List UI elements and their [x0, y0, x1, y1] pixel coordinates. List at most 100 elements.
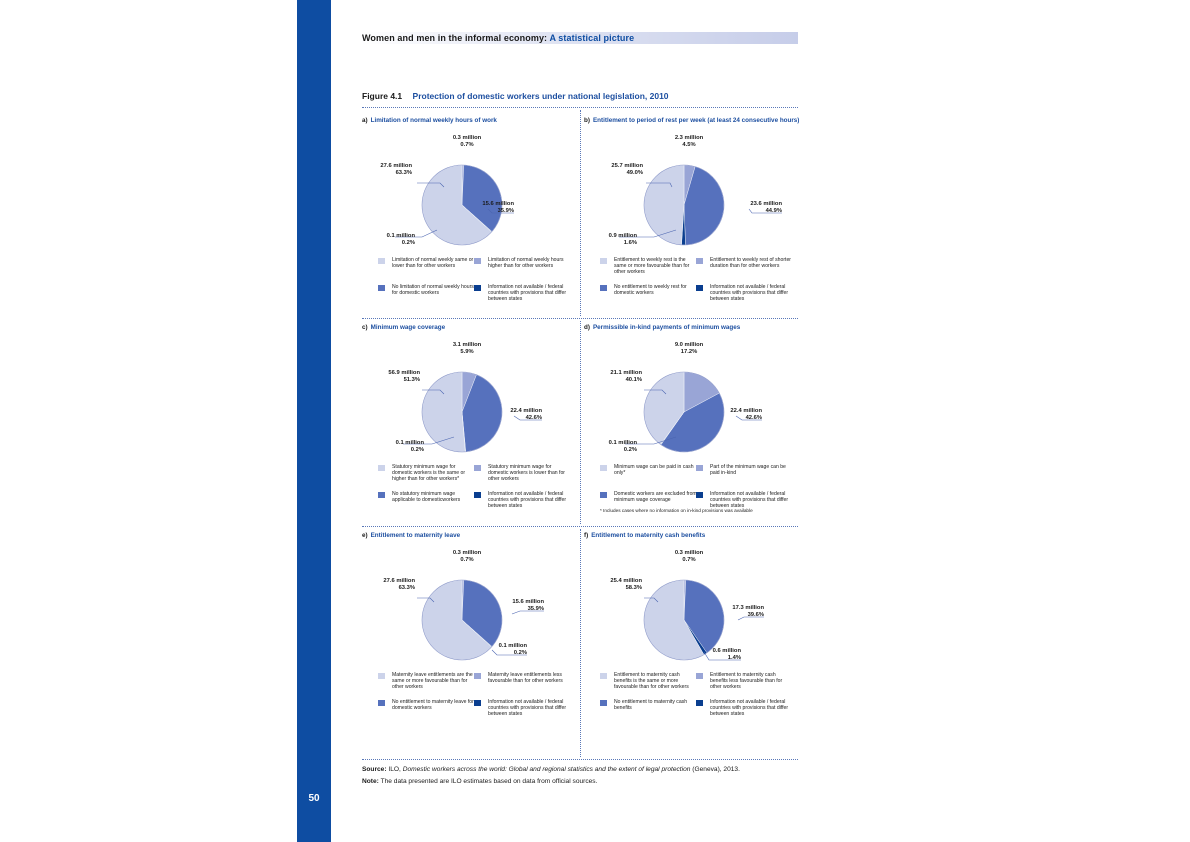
legend-label: Information not available / federal coun…	[488, 699, 567, 718]
note-text: The data presented are ILO estimates bas…	[380, 778, 598, 785]
legend-swatch	[696, 285, 703, 291]
leader-line	[737, 616, 764, 621]
data-label-percent: 17.2%	[681, 349, 697, 355]
data-label-amount: 15.6 million	[482, 201, 514, 207]
legend-swatch	[696, 700, 703, 706]
data-label-percent: 1.4%	[728, 655, 741, 661]
column-divider-2	[580, 321, 581, 524]
legend-label: Limitation of normal weekly same or lowe…	[392, 257, 474, 270]
legend-label: Entitlement to maternity cash benefits l…	[710, 672, 783, 691]
legend-swatch	[600, 700, 607, 706]
data-label-percent: 4.5%	[682, 142, 695, 148]
legend-label: Entitlement to weekly rest of shorter du…	[710, 257, 791, 270]
chart-title: c) Minimum wage coverage	[362, 324, 445, 331]
chart-panel-1: a) Limitation of normal weekly hours of w…	[362, 117, 580, 327]
data-label-percent: 5.9%	[460, 349, 473, 355]
note-line: Note: The data presented are ILO estimat…	[362, 778, 597, 785]
chart-title: d) Permissible in-kind payments of minimu…	[584, 324, 740, 331]
legend-label: No entitlement to maternity cash benefit…	[614, 699, 688, 712]
legend-label: No entitlement to weekly rest for domest…	[614, 284, 687, 297]
data-label-amount: 23.6 million	[750, 201, 782, 207]
separator-bottom	[362, 759, 798, 760]
data-label-percent: 0.7%	[682, 557, 695, 563]
column-divider-3	[580, 529, 581, 757]
data-label-percent: 35.9%	[498, 208, 514, 214]
chart-title-text: Entitlement to maternity cash benefits	[591, 532, 706, 539]
leader-line	[511, 610, 544, 615]
data-label-percent: 0.7%	[460, 557, 473, 563]
leader-line	[403, 436, 455, 445]
figure-title: Figure 4.1 Protection of domestic worker…	[362, 91, 669, 101]
chart-panel-2: b) Entitlement to period of rest per week…	[584, 117, 802, 327]
source-label: Source:	[362, 766, 387, 773]
data-label-amount: 22.4 million	[510, 408, 542, 414]
running-header: Women and men in the informal economy: A…	[362, 33, 634, 43]
data-label-percent: 0.2%	[624, 447, 637, 453]
chart-letter: e)	[362, 532, 368, 539]
chart-title: b) Entitlement to period of rest per week…	[584, 117, 799, 124]
chart-title: f) Entitlement to maternity cash benefits	[584, 532, 705, 539]
legend-swatch	[474, 700, 481, 706]
data-label-percent: 42.6%	[746, 415, 762, 421]
data-label-percent: 0.2%	[402, 240, 415, 246]
source-pre: ILO,	[388, 766, 401, 773]
data-label-amount: 0.6 million	[713, 648, 742, 654]
legend-label: Maternity leave entitlements are the sam…	[392, 672, 473, 691]
data-label-amount: 17.3 million	[732, 605, 764, 611]
legend-swatch	[378, 258, 385, 264]
chart-letter: f)	[584, 532, 589, 539]
leader-line	[513, 415, 542, 421]
chart-title-text: Permissible in-kind payments of minimum …	[592, 324, 741, 331]
legend-label: Limitation of normal weekly hours higher…	[488, 257, 564, 270]
chart-panel-4: d) Permissible in-kind payments of minimu…	[584, 324, 802, 534]
legend-label: No statutory minimum wage applicable to …	[392, 491, 461, 504]
legend-label: Part of the minimum wage can be paid in-…	[710, 464, 786, 477]
legend-swatch	[696, 258, 703, 264]
separator-row-2	[362, 526, 798, 527]
data-label-amount: 27.6 million	[380, 163, 412, 169]
data-label-amount: 25.4 million	[610, 578, 642, 584]
legend-swatch	[696, 465, 703, 471]
chart-title-text: Entitlement to maternity leave	[370, 532, 461, 539]
leader-line	[395, 229, 438, 238]
data-label-amount: 2.3 million	[675, 135, 704, 141]
chart-title-text: Entitlement to period of rest per week (…	[592, 117, 800, 124]
leader-line	[646, 182, 673, 188]
leader-line	[748, 208, 782, 214]
leader-line	[735, 415, 762, 421]
legend-swatch	[696, 492, 703, 498]
side-bar	[297, 0, 331, 842]
data-label-amount: 25.7 million	[611, 163, 643, 169]
legend-swatch	[600, 492, 607, 498]
legend-label: Information not available / federal coun…	[710, 491, 789, 510]
data-label-percent: 49.0%	[627, 170, 643, 176]
source-post: (Geneva), 2013.	[692, 766, 740, 773]
legend-swatch	[600, 465, 607, 471]
legend-swatch	[474, 465, 481, 471]
legend-swatch	[378, 465, 385, 471]
legend-label: Information not available / federal coun…	[710, 284, 789, 303]
legend-label: Information not available / federal coun…	[488, 284, 567, 303]
data-label-percent: 63.3%	[396, 170, 412, 176]
pie-outline	[643, 164, 725, 246]
chart-letter: b)	[584, 117, 590, 124]
header-bar	[360, 32, 798, 44]
data-label-percent: 63.3%	[399, 585, 415, 591]
data-label-amount: 3.1 million	[453, 342, 482, 348]
data-label-percent: 44.9%	[766, 208, 782, 214]
source-title: Domestic workers across the world: Globa…	[402, 766, 691, 773]
separator-row-1	[362, 318, 798, 319]
legend-label: Statutory minimum wage for domestic work…	[392, 464, 466, 483]
note-label: Note:	[362, 778, 379, 785]
leader-line	[625, 436, 677, 445]
figure-number: Figure 4.1	[362, 91, 403, 101]
pie-outline	[643, 371, 725, 453]
pie-outline	[421, 579, 503, 661]
legend-label: Minimum wage can be paid in cash only*	[614, 464, 694, 477]
leader-line	[703, 651, 741, 661]
data-label-amount: 15.6 million	[512, 599, 544, 605]
chart-letter: d)	[584, 324, 590, 331]
